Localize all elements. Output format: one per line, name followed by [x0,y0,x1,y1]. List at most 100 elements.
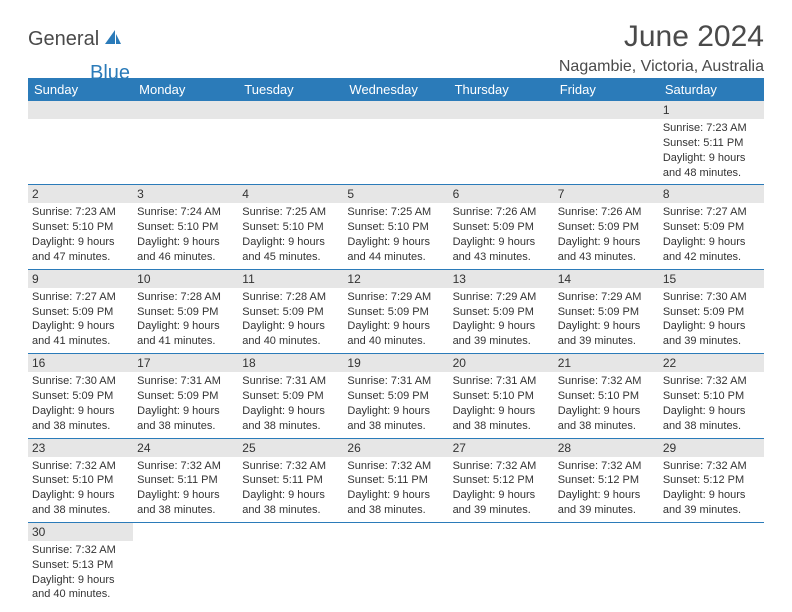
calendar-empty [28,101,133,185]
calendar-day: 3Sunrise: 7:24 AMSunset: 5:10 PMDaylight… [133,185,238,269]
calendar-empty [133,101,238,185]
calendar-day: 2Sunrise: 7:23 AMSunset: 5:10 PMDaylight… [28,185,133,269]
day-header: Thursday [449,78,554,101]
calendar-day: 27Sunrise: 7:32 AMSunset: 5:12 PMDayligh… [449,438,554,522]
day-number: 25 [238,439,343,457]
calendar-day: 28Sunrise: 7:32 AMSunset: 5:12 PMDayligh… [554,438,659,522]
day-info: Sunrise: 7:27 AMSunset: 5:09 PMDaylight:… [28,288,133,353]
logo-text-blue: Blue [90,62,130,85]
day-number: 20 [449,354,554,372]
calendar-day: 21Sunrise: 7:32 AMSunset: 5:10 PMDayligh… [554,354,659,438]
day-info: Sunrise: 7:28 AMSunset: 5:09 PMDaylight:… [133,288,238,353]
day-number: 15 [659,270,764,288]
day-info: Sunrise: 7:32 AMSunset: 5:13 PMDaylight:… [28,541,133,606]
day-info: Sunrise: 7:32 AMSunset: 5:10 PMDaylight:… [554,372,659,437]
calendar-day: 11Sunrise: 7:28 AMSunset: 5:09 PMDayligh… [238,269,343,353]
calendar-empty [554,101,659,185]
day-number: 28 [554,439,659,457]
day-info: Sunrise: 7:32 AMSunset: 5:12 PMDaylight:… [659,457,764,522]
days-of-week-row: SundayMondayTuesdayWednesdayThursdayFrid… [28,78,764,101]
day-number: 16 [28,354,133,372]
day-info: Sunrise: 7:29 AMSunset: 5:09 PMDaylight:… [449,288,554,353]
day-info: Sunrise: 7:32 AMSunset: 5:12 PMDaylight:… [449,457,554,522]
day-header: Tuesday [238,78,343,101]
day-number: 22 [659,354,764,372]
calendar-day: 23Sunrise: 7:32 AMSunset: 5:10 PMDayligh… [28,438,133,522]
calendar-empty [238,101,343,185]
day-info: Sunrise: 7:29 AMSunset: 5:09 PMDaylight:… [554,288,659,353]
day-number: 2 [28,185,133,203]
calendar-day: 26Sunrise: 7:32 AMSunset: 5:11 PMDayligh… [343,438,448,522]
day-info: Sunrise: 7:30 AMSunset: 5:09 PMDaylight:… [659,288,764,353]
day-number: 18 [238,354,343,372]
calendar-day: 9Sunrise: 7:27 AMSunset: 5:09 PMDaylight… [28,269,133,353]
calendar-day: 5Sunrise: 7:25 AMSunset: 5:10 PMDaylight… [343,185,448,269]
header: General June 2024 Nagambie, Victoria, Au… [28,20,764,76]
location: Nagambie, Victoria, Australia [559,58,764,76]
day-number: 10 [133,270,238,288]
day-number: 13 [449,270,554,288]
day-number: 6 [449,185,554,203]
day-info: Sunrise: 7:31 AMSunset: 5:09 PMDaylight:… [238,372,343,437]
calendar-day: 8Sunrise: 7:27 AMSunset: 5:09 PMDaylight… [659,185,764,269]
day-number: 4 [238,185,343,203]
day-number: 14 [554,270,659,288]
day-number: 5 [343,185,448,203]
day-number: 23 [28,439,133,457]
day-header: Monday [133,78,238,101]
day-info: Sunrise: 7:32 AMSunset: 5:11 PMDaylight:… [238,457,343,522]
day-info: Sunrise: 7:32 AMSunset: 5:11 PMDaylight:… [343,457,448,522]
calendar-empty [659,522,764,606]
day-info: Sunrise: 7:23 AMSunset: 5:10 PMDaylight:… [28,203,133,268]
calendar-empty [238,522,343,606]
day-info: Sunrise: 7:23 AMSunset: 5:11 PMDaylight:… [659,119,764,184]
calendar-day: 24Sunrise: 7:32 AMSunset: 5:11 PMDayligh… [133,438,238,522]
calendar-week: 30Sunrise: 7:32 AMSunset: 5:13 PMDayligh… [28,522,764,606]
day-info: Sunrise: 7:26 AMSunset: 5:09 PMDaylight:… [554,203,659,268]
calendar-day: 4Sunrise: 7:25 AMSunset: 5:10 PMDaylight… [238,185,343,269]
day-number: 30 [28,523,133,541]
day-number: 9 [28,270,133,288]
calendar-day: 18Sunrise: 7:31 AMSunset: 5:09 PMDayligh… [238,354,343,438]
day-number: 1 [659,101,764,119]
day-info: Sunrise: 7:31 AMSunset: 5:10 PMDaylight:… [449,372,554,437]
day-header: Saturday [659,78,764,101]
calendar-week: 9Sunrise: 7:27 AMSunset: 5:09 PMDaylight… [28,269,764,353]
calendar-day: 15Sunrise: 7:30 AMSunset: 5:09 PMDayligh… [659,269,764,353]
calendar-day: 20Sunrise: 7:31 AMSunset: 5:10 PMDayligh… [449,354,554,438]
calendar-week: 1Sunrise: 7:23 AMSunset: 5:11 PMDaylight… [28,101,764,185]
day-number: 19 [343,354,448,372]
day-info: Sunrise: 7:25 AMSunset: 5:10 PMDaylight:… [238,203,343,268]
day-number: 27 [449,439,554,457]
day-info: Sunrise: 7:25 AMSunset: 5:10 PMDaylight:… [343,203,448,268]
calendar-day: 13Sunrise: 7:29 AMSunset: 5:09 PMDayligh… [449,269,554,353]
calendar-day: 30Sunrise: 7:32 AMSunset: 5:13 PMDayligh… [28,522,133,606]
day-info: Sunrise: 7:26 AMSunset: 5:09 PMDaylight:… [449,203,554,268]
calendar-week: 23Sunrise: 7:32 AMSunset: 5:10 PMDayligh… [28,438,764,522]
calendar-empty [343,522,448,606]
day-info: Sunrise: 7:27 AMSunset: 5:09 PMDaylight:… [659,203,764,268]
calendar-empty [343,101,448,185]
calendar-day: 10Sunrise: 7:28 AMSunset: 5:09 PMDayligh… [133,269,238,353]
day-number: 7 [554,185,659,203]
logo: General [28,20,125,51]
calendar-table: SundayMondayTuesdayWednesdayThursdayFrid… [28,78,764,606]
day-info: Sunrise: 7:32 AMSunset: 5:12 PMDaylight:… [554,457,659,522]
calendar-empty [554,522,659,606]
calendar-day: 7Sunrise: 7:26 AMSunset: 5:09 PMDaylight… [554,185,659,269]
calendar-day: 19Sunrise: 7:31 AMSunset: 5:09 PMDayligh… [343,354,448,438]
day-number: 21 [554,354,659,372]
day-info: Sunrise: 7:32 AMSunset: 5:10 PMDaylight:… [659,372,764,437]
day-number: 8 [659,185,764,203]
day-number: 17 [133,354,238,372]
day-info: Sunrise: 7:24 AMSunset: 5:10 PMDaylight:… [133,203,238,268]
day-info: Sunrise: 7:32 AMSunset: 5:10 PMDaylight:… [28,457,133,522]
calendar-day: 29Sunrise: 7:32 AMSunset: 5:12 PMDayligh… [659,438,764,522]
day-header: Wednesday [343,78,448,101]
day-number: 29 [659,439,764,457]
day-number: 12 [343,270,448,288]
day-info: Sunrise: 7:32 AMSunset: 5:11 PMDaylight:… [133,457,238,522]
calendar-empty [449,101,554,185]
title-block: June 2024 Nagambie, Victoria, Australia [559,20,764,76]
calendar-day: 16Sunrise: 7:30 AMSunset: 5:09 PMDayligh… [28,354,133,438]
